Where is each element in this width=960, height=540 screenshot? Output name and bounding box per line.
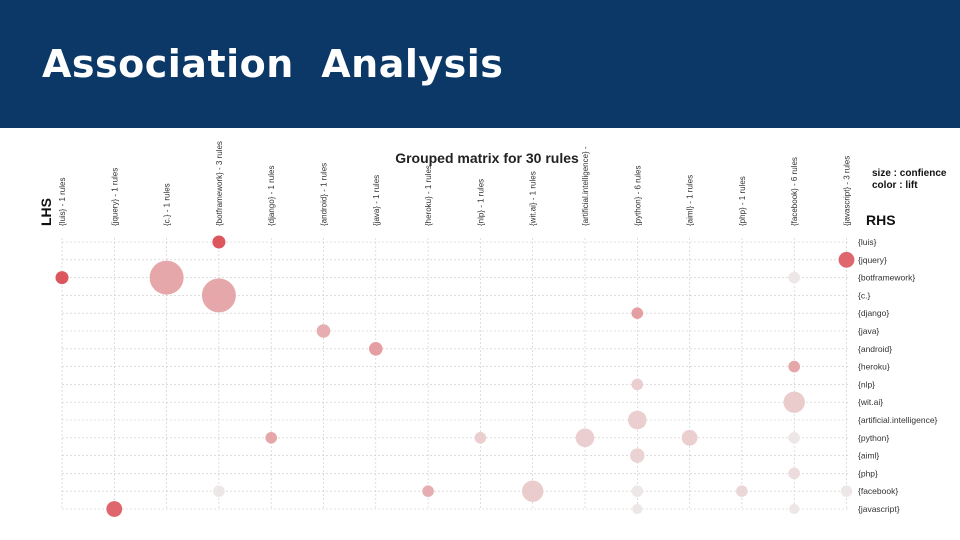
rule-point: [265, 432, 278, 444]
rule-point: [213, 485, 225, 498]
legend-entry: color : lift: [872, 180, 918, 191]
legend-entry: size : confience: [872, 168, 947, 179]
lhs-label: {artificial.intelligence} -: [581, 146, 590, 226]
rule-point: [840, 485, 853, 498]
lhs-label: {wit.ai} - 1 rules: [529, 171, 538, 226]
lhs-label: {javascript} - 3 rules: [843, 156, 852, 226]
lhs-label: {nlp} - 1 rules: [476, 179, 485, 226]
rule-point: [736, 485, 748, 498]
rule-point: [783, 391, 805, 413]
lhs-label: {android} - 1 rules: [320, 163, 329, 226]
rule-point: [522, 480, 544, 502]
rhs-label: {php}: [858, 468, 878, 478]
rhs-label: {java}: [858, 326, 879, 336]
lhs-axis-title: LHS: [38, 198, 54, 226]
lhs-label: {luis} - 1 rules: [58, 178, 67, 226]
rule-point: [369, 342, 383, 356]
rule-point: [630, 448, 645, 463]
rule-point: [474, 432, 487, 444]
rhs-label: {django}: [858, 308, 889, 318]
rule-point: [788, 432, 800, 444]
rhs-label: {heroku}: [858, 362, 890, 372]
lhs-label: {aiml} - 1 rules: [686, 175, 695, 226]
rhs-label: {python}: [858, 433, 889, 443]
lhs-label: {jquery} - 1 rules: [110, 168, 119, 226]
rhs-label: {wit.ai}: [858, 397, 883, 407]
rule-point: [631, 307, 644, 319]
rule-point: [632, 503, 643, 515]
rule-point: [422, 485, 434, 498]
rhs-axis-title: RHS: [866, 212, 896, 228]
lhs-label: {java} - 1 rules: [372, 175, 381, 226]
rule-point: [788, 467, 800, 480]
rule-point: [628, 410, 647, 430]
lhs-label: {django} - 1 rules: [267, 166, 276, 227]
rule-point: [631, 378, 644, 391]
rule-point: [838, 251, 855, 268]
rhs-label: {nlp}: [858, 379, 875, 389]
rule-point: [201, 278, 236, 313]
slide-title: Association Analysis: [42, 42, 504, 86]
lhs-label: {python} - 6 rules: [633, 166, 642, 226]
rule-point: [789, 503, 800, 515]
rhs-label: {jquery}: [858, 255, 887, 265]
lhs-label: {c.} - 1 rules: [163, 183, 172, 226]
lhs-label: {php} - 1 rules: [738, 176, 747, 226]
rule-point: [106, 501, 123, 517]
rhs-label: {aiml}: [858, 451, 879, 461]
rule-point: [575, 428, 595, 448]
rule-point: [149, 260, 184, 295]
rhs-label: {facebook}: [858, 486, 898, 496]
lhs-label: {botframework} - 3 rules: [215, 141, 224, 226]
title-banner: Association Analysis: [0, 0, 960, 128]
rule-point: [788, 271, 800, 284]
grouped-matrix-chart: {luis} - 1 rules {jquery} - 1 rules {c.} -…: [38, 141, 947, 517]
rule-point: [55, 271, 69, 285]
rhs-label: {artificial.intelligence}: [858, 415, 938, 425]
rule-point: [212, 235, 226, 249]
rule-point: [316, 324, 331, 338]
rhs-label: {luis}: [858, 237, 877, 247]
rhs-label: {botframework}: [858, 273, 915, 283]
rhs-label: {javascript}: [858, 504, 900, 514]
rhs-label: {c.}: [858, 290, 870, 300]
lhs-label: {heroku} - 1 rules: [424, 165, 433, 226]
chart-title: Grouped matrix for 30 rules: [395, 150, 579, 166]
rhs-label: {android}: [858, 344, 892, 354]
rule-point: [681, 429, 698, 446]
rule-point: [788, 360, 800, 373]
lhs-label: {facebook} - 6 rules: [790, 157, 799, 226]
rule-point: [631, 485, 644, 498]
